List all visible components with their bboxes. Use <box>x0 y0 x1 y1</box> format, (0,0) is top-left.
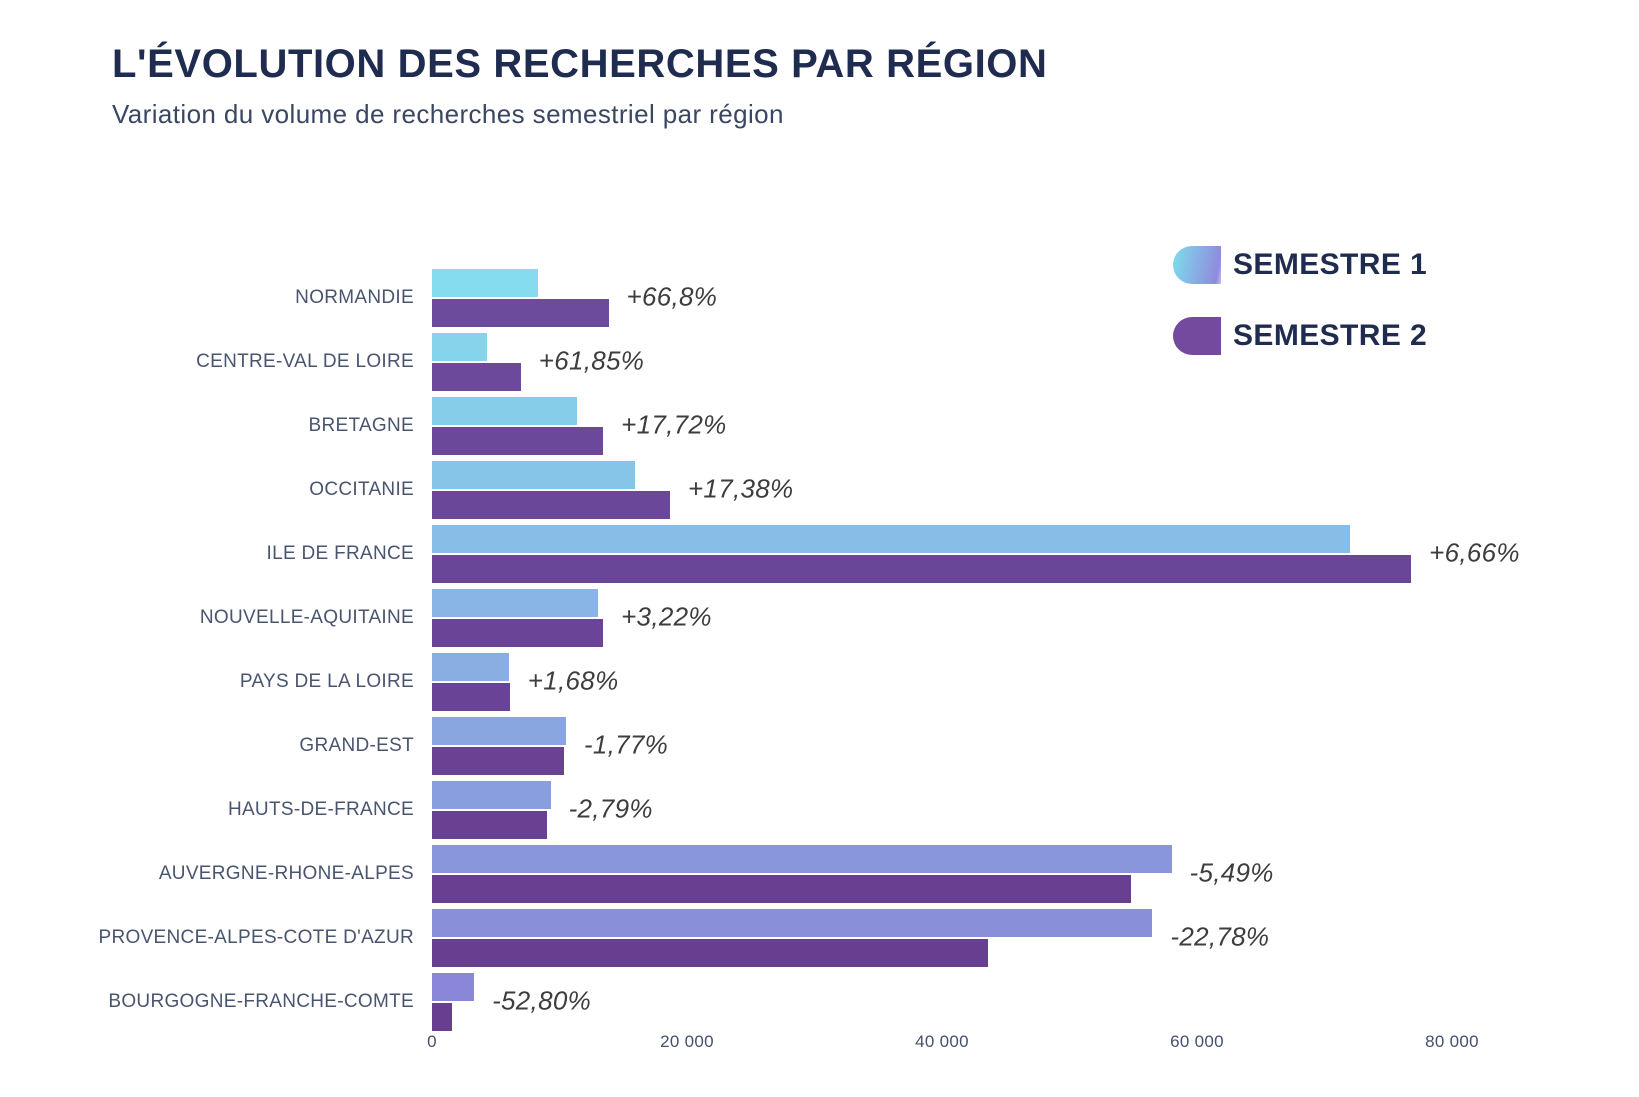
bar-track: -52,80% <box>432 973 1452 1031</box>
region-label: OCCITANIE <box>309 479 414 500</box>
region-row: ILE DE FRANCE +6,66% <box>0 525 1639 583</box>
x-tick: 20 000 <box>660 1032 714 1051</box>
region-label: GRAND-EST <box>299 735 414 756</box>
bar-track: -1,77% <box>432 717 1452 775</box>
region-label: PROVENCE-ALPES-COTE D'AZUR <box>98 927 414 948</box>
bar-track: +17,72% <box>432 397 1452 455</box>
region-row: BRETAGNE +17,72% <box>0 397 1639 455</box>
chart-subtitle: Variation du volume de recherches semest… <box>112 99 784 129</box>
bar-semestre-1 <box>432 269 538 297</box>
bar-semestre-1 <box>432 653 509 681</box>
region-row: HAUTS-DE-FRANCE -2,79% <box>0 781 1639 839</box>
region-label: PAYS DE LA LOIRE <box>239 671 414 692</box>
bar-semestre-1 <box>432 781 551 809</box>
legend-label-semestre-1: SEMESTRE 1 <box>1233 248 1428 281</box>
legend-item-semestre-1: SEMESTRE 1 <box>1173 246 1427 284</box>
variation-label: -52,80% <box>492 985 592 1016</box>
region-row: GRAND-EST -1,77% <box>0 717 1639 775</box>
region-label: CENTRE-VAL DE LOIRE <box>196 351 414 372</box>
legend-swatch-semestre-1 <box>1173 246 1221 284</box>
bar-semestre-1 <box>432 589 598 617</box>
variation-label: +1,68% <box>527 665 619 696</box>
bar-semestre-2 <box>432 363 521 391</box>
bar-track: +17,38% <box>432 461 1452 519</box>
chart-title: L'ÉVOLUTION DES RECHERCHES PAR RÉGION <box>112 42 1048 86</box>
region-row: PROVENCE-ALPES-COTE D'AZUR -22,78% <box>0 909 1639 967</box>
x-tick: 80 000 <box>1425 1032 1479 1051</box>
bar-semestre-2 <box>432 939 989 967</box>
variation-label: -1,77% <box>583 729 669 760</box>
region-row: CENTRE-VAL DE LOIRE +61,85% <box>0 333 1639 391</box>
bar-semestre-1 <box>432 461 635 489</box>
legend-item-semestre-2: SEMESTRE 2 <box>1173 317 1427 355</box>
variation-label: +6,66% <box>1429 537 1520 568</box>
bar-semestre-1 <box>432 397 578 425</box>
region-label: ILE DE FRANCE <box>266 543 414 564</box>
region-row: NOUVELLE-AQUITAINE +3,22% <box>0 589 1639 647</box>
bar-semestre-1 <box>432 525 1350 553</box>
chart-header: L'ÉVOLUTION DES RECHERCHES PAR RÉGION Va… <box>112 42 1048 130</box>
bar-semestre-2 <box>432 427 604 455</box>
bar-semestre-1 <box>432 845 1172 873</box>
variation-label: -2,79% <box>568 793 653 824</box>
region-row: AUVERGNE-RHONE-ALPES -5,49% <box>0 845 1639 903</box>
variation-label: -5,49% <box>1189 857 1274 888</box>
variation-label: +17,38% <box>687 473 794 504</box>
legend: SEMESTRE 1 SEMESTRE 2 <box>1173 246 1427 355</box>
plot-area: NORMANDIE +66,8% CENTRE-VAL DE LOIRE +61… <box>0 269 1639 1037</box>
bar-semestre-2 <box>432 491 670 519</box>
region-label: HAUTS-DE-FRANCE <box>227 799 414 820</box>
bar-semestre-1 <box>432 973 475 1001</box>
region-row: NORMANDIE +66,8% <box>0 269 1639 327</box>
bar-semestre-2 <box>432 875 1131 903</box>
legend-swatch-semestre-2 <box>1173 317 1221 355</box>
bar-track: -5,49% <box>432 845 1452 903</box>
region-label: NORMANDIE <box>295 287 414 308</box>
region-row: PAYS DE LA LOIRE +1,68% <box>0 653 1639 711</box>
bar-track: -2,79% <box>432 781 1452 839</box>
bar-track: +66,8% <box>432 269 1452 327</box>
region-label: BOURGOGNE-FRANCHE-COMTE <box>108 991 414 1012</box>
bar-track: +1,68% <box>432 653 1452 711</box>
variation-label: +66,8% <box>626 281 718 312</box>
x-tick: 60 000 <box>1170 1032 1224 1051</box>
bar-semestre-2 <box>432 1003 452 1031</box>
variation-label: +3,22% <box>621 601 712 632</box>
region-row: BOURGOGNE-FRANCHE-COMTE -52,80% <box>0 973 1639 1031</box>
region-label: AUVERGNE-RHONE-ALPES <box>158 863 414 884</box>
bar-semestre-2 <box>432 683 510 711</box>
x-axis: 0 20 000 40 000 60 000 80 000 <box>427 1032 1478 1056</box>
variation-label: -22,78% <box>1170 921 1270 952</box>
variation-label: +61,85% <box>538 345 645 376</box>
x-tick: 40 000 <box>915 1032 969 1051</box>
bar-semestre-2 <box>432 299 609 327</box>
bar-semestre-1 <box>432 333 487 361</box>
bar-semestre-2 <box>432 747 564 775</box>
bar-semestre-2 <box>432 555 1412 583</box>
bar-semestre-2 <box>432 619 604 647</box>
region-row: OCCITANIE +17,38% <box>0 461 1639 519</box>
bar-track: -22,78% <box>432 909 1452 967</box>
region-label: BRETAGNE <box>308 415 414 436</box>
bar-semestre-2 <box>432 811 548 839</box>
bar-track: +6,66% <box>432 525 1520 583</box>
bar-rows: NORMANDIE +66,8% CENTRE-VAL DE LOIRE +61… <box>0 269 1639 1031</box>
x-tick: 0 <box>427 1032 437 1051</box>
bar-semestre-1 <box>432 717 566 745</box>
region-label: NOUVELLE-AQUITAINE <box>199 607 414 628</box>
bar-semestre-1 <box>432 909 1153 937</box>
bar-track: +61,85% <box>432 333 1452 391</box>
bar-track: +3,22% <box>432 589 1452 647</box>
legend-label-semestre-2: SEMESTRE 2 <box>1233 319 1428 352</box>
variation-label: +17,72% <box>621 409 727 440</box>
